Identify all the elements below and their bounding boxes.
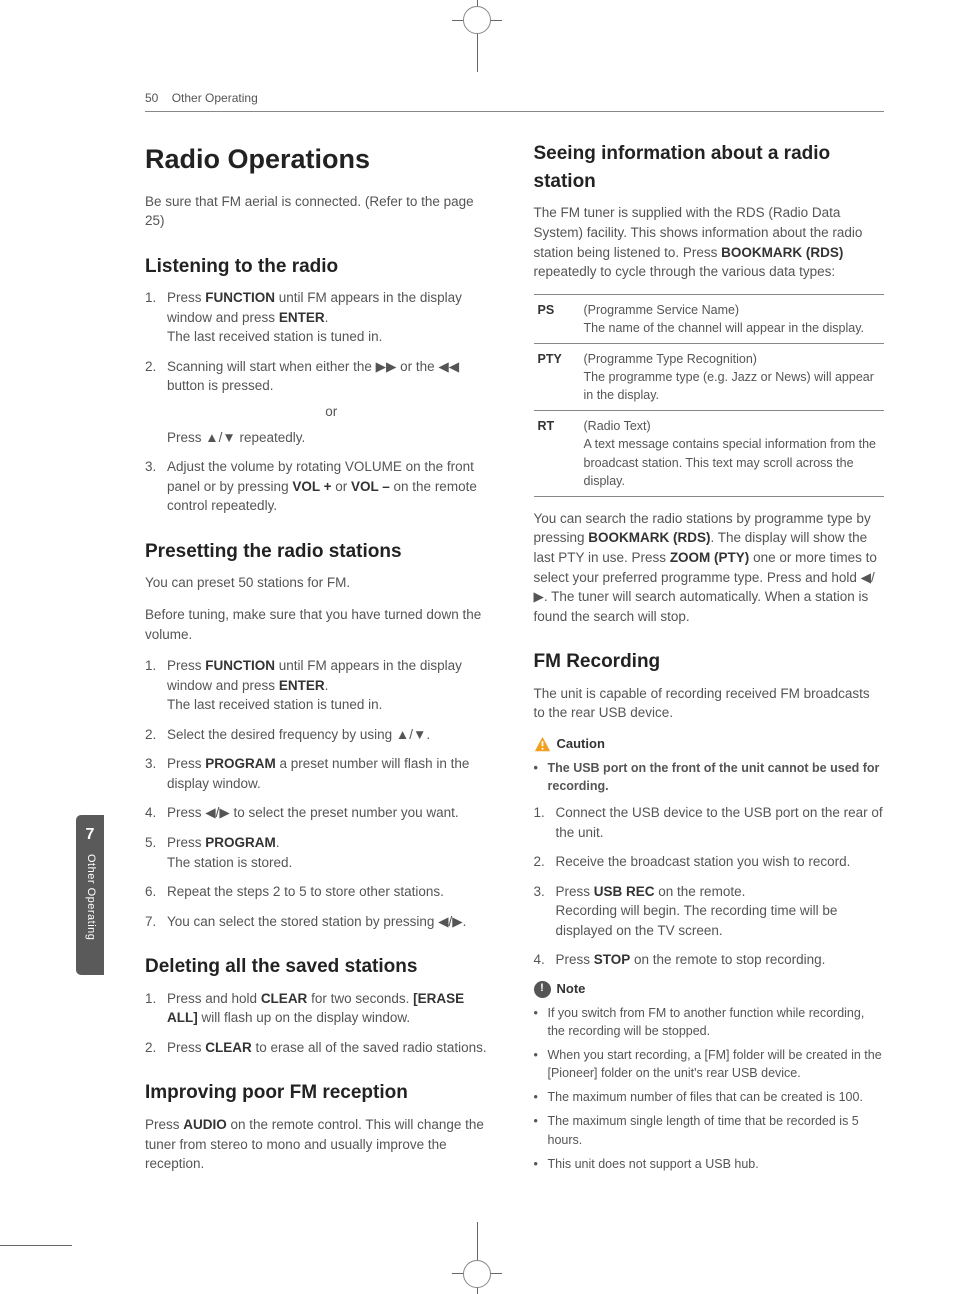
step-item: Press and hold CLEAR for two seconds. [E… bbox=[145, 989, 496, 1028]
improve-title: Improving poor FM reception bbox=[145, 1079, 496, 1107]
page-body: 50 Other Operating Radio Operations Be s… bbox=[0, 0, 954, 1226]
caution-label: Caution bbox=[557, 735, 605, 754]
step-item: Press FUNCTION until FM appears in the d… bbox=[145, 288, 496, 347]
delete-steps: Press and hold CLEAR for two seconds. [E… bbox=[145, 989, 496, 1058]
preset-title: Presetting the radio stations bbox=[145, 538, 496, 566]
step-item: Receive the broadcast station you wish t… bbox=[534, 852, 885, 872]
rds-title: Seeing information about a radio station bbox=[534, 140, 885, 195]
intro-text: Be sure that FM aerial is connected. (Re… bbox=[145, 192, 496, 231]
rds-after: You can search the radio stations by pro… bbox=[534, 509, 885, 626]
rds-para: The FM tuner is supplied with the RDS (R… bbox=[534, 203, 885, 281]
rds-value: (Radio Text) A text message contains spe… bbox=[580, 411, 885, 497]
note-item: This unit does not support a USB hub. bbox=[534, 1155, 885, 1173]
preset-para: Before tuning, make sure that you have t… bbox=[145, 605, 496, 644]
step-item: Press CLEAR to erase all of the saved ra… bbox=[145, 1038, 496, 1058]
note-item: When you start recording, a [FM] folder … bbox=[534, 1046, 885, 1082]
rds-key: PTY bbox=[534, 343, 580, 410]
preset-steps: Press FUNCTION until FM appears in the d… bbox=[145, 656, 496, 931]
section-name: Other Operating bbox=[172, 91, 258, 105]
improve-para: Press AUDIO on the remote control. This … bbox=[145, 1115, 496, 1174]
left-column: Radio Operations Be sure that FM aerial … bbox=[145, 140, 496, 1185]
step-item: Select the desired frequency by using ▲/… bbox=[145, 725, 496, 745]
table-row: PTY(Programme Type Recognition) The prog… bbox=[534, 343, 885, 410]
main-title: Radio Operations bbox=[145, 140, 496, 179]
rds-value: (Programme Service Name) The name of the… bbox=[580, 294, 885, 343]
note-list: If you switch from FM to another functio… bbox=[534, 1004, 885, 1173]
preset-para: You can preset 50 stations for FM. bbox=[145, 573, 496, 593]
right-column: Seeing information about a radio station… bbox=[534, 140, 885, 1185]
side-tab-number: 7 bbox=[86, 823, 95, 846]
registration-mark bbox=[463, 6, 491, 34]
delete-title: Deleting all the saved stations bbox=[145, 953, 496, 981]
step-item: Adjust the volume by rotating VOLUME on … bbox=[145, 457, 496, 516]
registration-mark bbox=[463, 1260, 491, 1288]
side-tab-label: Other Operating bbox=[82, 854, 98, 940]
note-item: If you switch from FM to another functio… bbox=[534, 1004, 885, 1040]
step-item: Press ◀/▶ to select the preset number yo… bbox=[145, 803, 496, 823]
note-item: The maximum number of files that can be … bbox=[534, 1088, 885, 1106]
table-row: RT(Radio Text) A text message contains s… bbox=[534, 411, 885, 497]
note-icon: ! bbox=[534, 981, 551, 998]
fmrec-intro: The unit is capable of recording receive… bbox=[534, 684, 885, 723]
fmrec-title: FM Recording bbox=[534, 648, 885, 676]
or-separator: or bbox=[167, 402, 496, 422]
caution-icon bbox=[534, 736, 551, 753]
cropmark bbox=[0, 1245, 72, 1246]
step-item: Press STOP on the remote to stop recordi… bbox=[534, 950, 885, 970]
step-item: Press USB REC on the remote. Recording w… bbox=[534, 882, 885, 941]
note-item: The maximum single length of time that b… bbox=[534, 1112, 885, 1148]
step-item: Press PROGRAM. The station is stored. bbox=[145, 833, 496, 872]
header-divider bbox=[145, 111, 884, 112]
rds-value: (Programme Type Recognition) The program… bbox=[580, 343, 885, 410]
rds-key: PS bbox=[534, 294, 580, 343]
caution-list: The USB port on the front of the unit ca… bbox=[534, 759, 885, 795]
running-header: 50 Other Operating bbox=[145, 90, 884, 107]
rds-table: PS(Programme Service Name) The name of t… bbox=[534, 294, 885, 497]
side-tab: 7 Other Operating bbox=[76, 815, 104, 975]
step-item: Press PROGRAM a preset number will flash… bbox=[145, 754, 496, 793]
page-number: 50 bbox=[145, 91, 158, 105]
caution-item: The USB port on the front of the unit ca… bbox=[534, 759, 885, 795]
note-heading: ! Note bbox=[534, 980, 885, 999]
step-item: Repeat the steps 2 to 5 to store other s… bbox=[145, 882, 496, 902]
rds-key: RT bbox=[534, 411, 580, 497]
caution-heading: Caution bbox=[534, 735, 885, 754]
note-label: Note bbox=[557, 980, 586, 999]
table-row: PS(Programme Service Name) The name of t… bbox=[534, 294, 885, 343]
listening-steps: Press FUNCTION until FM appears in the d… bbox=[145, 288, 496, 516]
step-item: Press FUNCTION until FM appears in the d… bbox=[145, 656, 496, 715]
step-item: You can select the stored station by pre… bbox=[145, 912, 496, 932]
step-item: Connect the USB device to the USB port o… bbox=[534, 803, 885, 842]
step-item: Scanning will start when either the ▶▶ o… bbox=[145, 357, 496, 447]
fmrec-steps: Connect the USB device to the USB port o… bbox=[534, 803, 885, 970]
listening-title: Listening to the radio bbox=[145, 253, 496, 281]
